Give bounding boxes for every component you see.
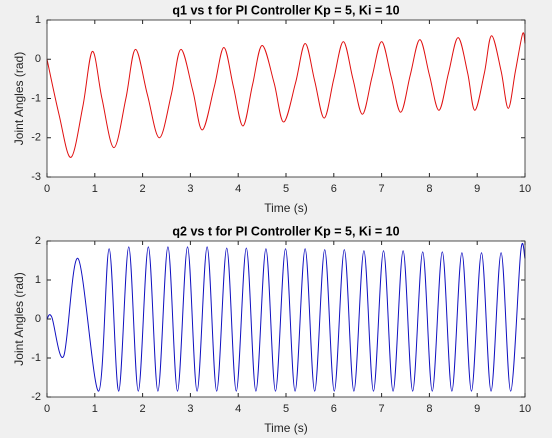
y-tick-label: -2 — [31, 132, 41, 144]
x-tick-label: 7 — [379, 403, 385, 415]
x-tick-label: 2 — [140, 183, 146, 195]
x-tick-label: 0 — [44, 403, 50, 415]
y-tick-label: 1 — [35, 14, 41, 26]
x-tick-label: 6 — [331, 183, 337, 195]
y-tick-label: -1 — [31, 352, 41, 364]
x-tick-label: 4 — [235, 183, 241, 195]
y-tick-label: 2 — [35, 235, 41, 247]
x-tick-label: 2 — [140, 403, 146, 415]
y-tick-label: 0 — [35, 313, 41, 325]
x-tick-label: 1 — [92, 403, 98, 415]
x-tick-label: 8 — [426, 403, 432, 415]
y-tick-label: -1 — [31, 92, 41, 104]
x-tick-label: 9 — [474, 183, 480, 195]
x-tick-label: 8 — [426, 183, 432, 195]
y-tick-label: -3 — [31, 171, 41, 183]
x-tick-label: 10 — [519, 403, 531, 415]
y-axis-label: Joint Angles (rad) — [12, 52, 26, 145]
plot-area — [47, 20, 525, 177]
chart-title: q2 vs t for PI Controller Kp = 5, Ki = 1… — [172, 224, 399, 238]
axes-box — [46, 19, 526, 178]
axes-box — [46, 240, 526, 398]
x-tick-label: 6 — [331, 403, 337, 415]
plot-area — [47, 241, 525, 397]
x-tick-label: 5 — [283, 183, 289, 195]
x-tick-label: 3 — [187, 183, 193, 195]
x-tick-label: 9 — [474, 403, 480, 415]
y-tick-label: -2 — [31, 391, 41, 403]
x-tick-label: 3 — [187, 403, 193, 415]
x-axis-label: Time (s) — [264, 421, 308, 435]
x-tick-label: 7 — [379, 183, 385, 195]
data-line — [46, 32, 526, 158]
x-tick-label: 4 — [235, 403, 241, 415]
chart-title: q1 vs t for PI Controller Kp = 5, Ki = 1… — [172, 3, 399, 17]
y-tick-label: 1 — [35, 274, 41, 286]
x-tick-label: 5 — [283, 403, 289, 415]
data-line — [46, 242, 526, 392]
x-tick-label: 10 — [519, 183, 531, 195]
x-axis-label: Time (s) — [264, 201, 308, 215]
x-tick-label: 1 — [92, 183, 98, 195]
x-tick-label: 0 — [44, 183, 50, 195]
y-tick-label: 0 — [35, 53, 41, 65]
y-axis-label: Joint Angles (rad) — [12, 272, 26, 365]
